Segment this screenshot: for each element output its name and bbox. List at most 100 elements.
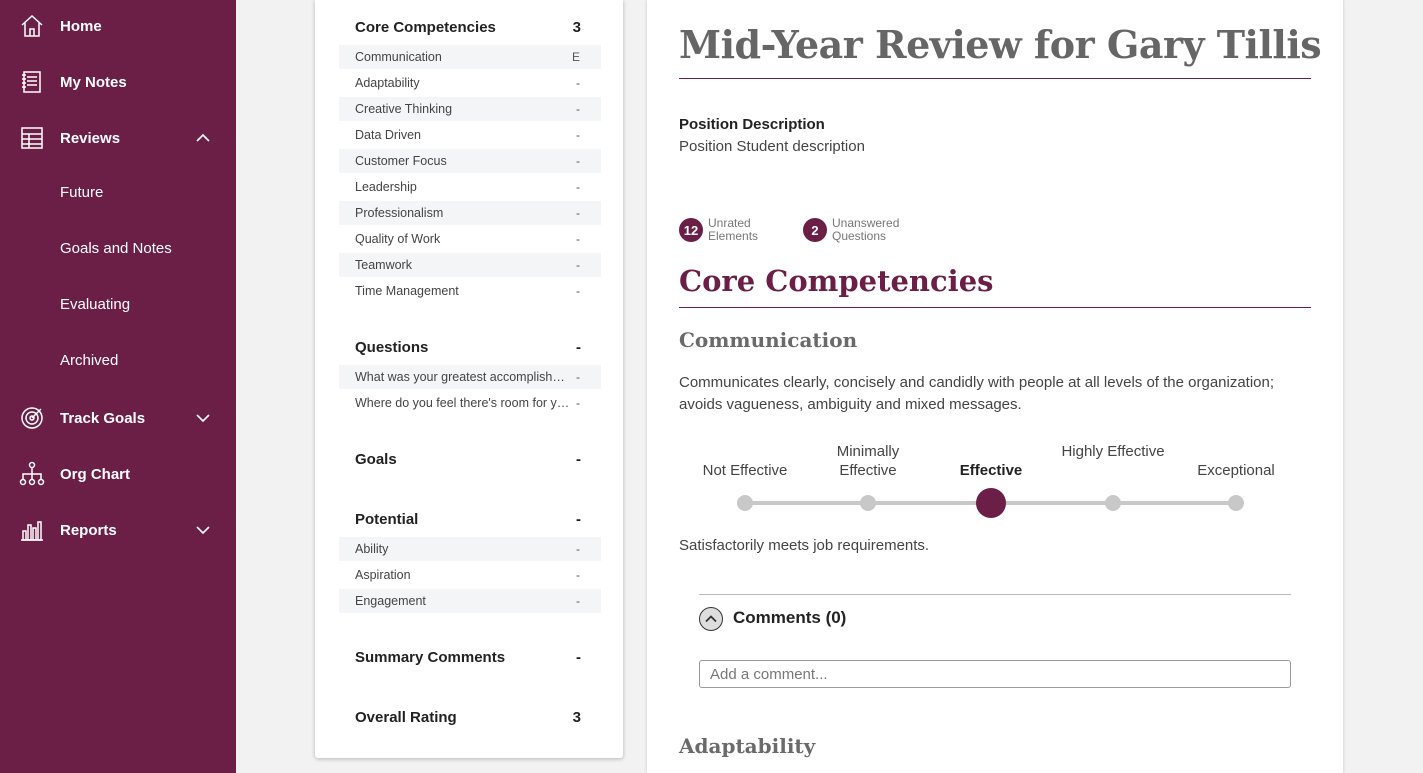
outline-row-name: Aspiration [355, 568, 411, 582]
sidebar: Home My Notes Reviews Future Goals and N… [0, 0, 236, 773]
outline-section-value: - [576, 451, 581, 468]
sidebar-item-reports[interactable]: Reports [0, 510, 236, 550]
outline-section-title: Core Competencies [355, 19, 496, 36]
position-description-label: Position Description [679, 116, 825, 133]
outline-section-value: - [576, 649, 581, 666]
outline-row-value: - [576, 180, 580, 194]
unanswered-stat-label: Unanswered Questions [832, 216, 900, 243]
outline-row-name: Leadership [355, 180, 417, 194]
outline-row-name: Communication [355, 50, 442, 64]
collapse-comments-button[interactable] [699, 607, 723, 631]
outline-row-name: Teamwork [355, 258, 412, 272]
rating-option-minimally-effective[interactable] [860, 495, 876, 511]
home-icon [19, 13, 45, 39]
outline-row[interactable]: Communication E [339, 45, 601, 69]
sidebar-item-label: My Notes [60, 73, 127, 91]
sidebar-item-label: Track Goals [60, 409, 146, 427]
outline-row[interactable]: What was your greatest accomplishment th… [339, 365, 601, 389]
comments-header[interactable]: Comments (0) [733, 608, 847, 627]
review-main-panel: Mid-Year Review for Gary Tillis Position… [647, 0, 1343, 773]
outline-row-name: Adaptability [355, 76, 420, 90]
outline-section-value: 3 [572, 19, 581, 36]
outline-row[interactable]: Adaptability - [339, 71, 601, 95]
outline-section-title: Potential [355, 511, 419, 528]
outline-section-overall-rating[interactable]: Overall Rating 3 [355, 709, 581, 726]
outline-section-core-competencies[interactable]: Core Competencies 3 [355, 19, 581, 36]
outline-row-value: - [576, 258, 580, 272]
outline-row-name: Engagement [355, 594, 426, 608]
outline-row-name: Creative Thinking [355, 102, 453, 116]
outline-row[interactable]: Engagement - [339, 589, 601, 613]
outline-row[interactable]: Teamwork - [339, 253, 601, 277]
outline-row[interactable]: Leadership - [339, 175, 601, 199]
sidebar-subitem-future[interactable]: Future [60, 184, 104, 201]
outline-row-value: - [576, 128, 580, 142]
sidebar-item-label: Reviews [60, 129, 121, 147]
outline-row[interactable]: Creative Thinking - [339, 97, 601, 121]
rating-option-exceptional[interactable] [1228, 495, 1244, 511]
outline-section-questions[interactable]: Questions - [355, 339, 581, 356]
outline-row[interactable]: Time Management - [339, 279, 601, 303]
outline-row-value: - [576, 284, 580, 298]
unrated-stat-label: Unrated Elements [708, 216, 759, 243]
outline-row-value: - [576, 542, 580, 556]
next-competency-title: Adaptability [679, 734, 816, 758]
comments-divider [699, 594, 1291, 595]
outline-row-value: - [576, 370, 580, 384]
outline-row[interactable]: Customer Focus - [339, 149, 601, 173]
outline-section-potential[interactable]: Potential - [355, 511, 581, 528]
sidebar-subitem-goals-and-notes[interactable]: Goals and Notes [60, 240, 172, 257]
org-chart-icon [19, 461, 45, 487]
unanswered-count-badge: 2 [803, 218, 827, 242]
comment-input[interactable] [699, 660, 1291, 688]
outline-row-name: Ability [355, 542, 389, 556]
outline-row[interactable]: Ability - [339, 537, 601, 561]
position-description-value: Position Student description [679, 138, 865, 155]
title-divider [679, 78, 1311, 79]
outline-row[interactable]: Quality of Work - [339, 227, 601, 251]
outline-row-name: Data Driven [355, 128, 421, 142]
sidebar-item-track-goals[interactable]: Track Goals [0, 398, 236, 438]
scale-label-minimally-effective[interactable]: Minimally Effective [836, 443, 900, 479]
sidebar-item-my-notes[interactable]: My Notes [0, 62, 236, 102]
outline-section-goals[interactable]: Goals - [355, 451, 581, 468]
outline-row-name: Quality of Work [355, 232, 441, 246]
section-divider [679, 307, 1311, 308]
scale-label-effective[interactable]: Effective [959, 462, 1023, 479]
outline-row[interactable]: Data Driven - [339, 123, 601, 147]
target-icon [19, 405, 45, 431]
outline-row-name: Professionalism [355, 206, 444, 220]
notes-icon [19, 69, 45, 95]
competency-title: Communication [679, 328, 858, 352]
unrated-elements-stat[interactable]: 12 Unrated Elements [679, 217, 778, 243]
sidebar-item-label: Home [60, 17, 102, 35]
outline-section-summary-comments[interactable]: Summary Comments - [355, 649, 581, 666]
scale-label-highly-effective[interactable]: Highly Effective [1061, 443, 1165, 460]
reviews-icon [19, 125, 45, 151]
sidebar-item-home[interactable]: Home [0, 6, 236, 46]
scale-label-exceptional[interactable]: Exceptional [1197, 462, 1275, 479]
rating-option-highly-effective[interactable] [1105, 495, 1121, 511]
outline-row-value: - [576, 396, 580, 410]
outline-row-value: - [576, 154, 580, 168]
outline-row[interactable]: Where do you feel there's room for you t… [339, 391, 601, 415]
unrated-count-badge: 12 [679, 218, 703, 242]
outline-section-value: - [576, 511, 581, 528]
sidebar-subitem-evaluating[interactable]: Evaluating [60, 296, 131, 313]
chevron-down-icon[interactable] [195, 522, 211, 538]
sidebar-item-reviews[interactable]: Reviews [0, 118, 236, 158]
outline-row[interactable]: Aspiration - [339, 563, 601, 587]
sidebar-subitem-archived[interactable]: Archived [60, 352, 119, 369]
sidebar-item-org-chart[interactable]: Org Chart [0, 454, 236, 494]
chevron-down-icon[interactable] [195, 410, 211, 426]
chevron-up-icon[interactable] [195, 130, 211, 146]
outline-row[interactable]: Professionalism - [339, 201, 601, 225]
outline-section-title: Questions [355, 339, 429, 356]
rating-option-not-effective[interactable] [737, 495, 753, 511]
page-title: Mid-Year Review for Gary Tillis [679, 22, 1322, 67]
scale-label-not-effective[interactable]: Not Effective [702, 462, 788, 479]
rating-description: Satisfactorily meets job requirements. [679, 537, 930, 554]
rating-option-effective-selected[interactable] [976, 488, 1006, 518]
outline-row-name: Customer Focus [355, 154, 447, 168]
unanswered-questions-stat[interactable]: 2 Unanswered Questions [803, 217, 902, 243]
